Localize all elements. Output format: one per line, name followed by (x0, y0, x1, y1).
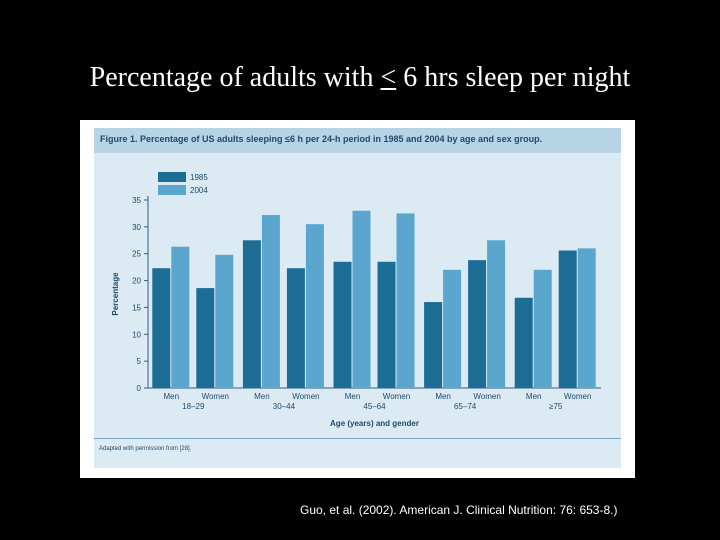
bar-1985-65–74-Women (468, 260, 487, 388)
y-tick-label: 35 (132, 196, 141, 205)
figure-panel: Figure 1. Percentage of US adults sleepi… (94, 128, 621, 468)
bar-2004-65–74-Women (487, 240, 506, 388)
x-axis-label: Age (years) and gender (330, 419, 419, 428)
bar-2004-30–44-Women (305, 224, 324, 388)
x-category-label: Women (202, 392, 229, 401)
bar-2004-45–64-Men (352, 210, 371, 388)
x-category-label: Women (564, 392, 591, 401)
x-category-label: Men (526, 392, 542, 401)
bar-2004-≥75-Men (533, 269, 552, 388)
figure-frame: Figure 1. Percentage of US adults sleepi… (80, 120, 635, 478)
footnote-divider (94, 438, 621, 439)
x-group-label: 65–74 (454, 402, 477, 411)
bar-1985-45–64-Men (333, 261, 352, 388)
x-category-label: Women (383, 392, 410, 401)
x-group-label: 18–29 (182, 402, 205, 411)
legend-swatch-1985 (158, 172, 186, 182)
bar-2004-18–29-Men (171, 246, 190, 388)
slide-title: Percentage of adults with < 6 hrs sleep … (0, 62, 720, 94)
y-tick-label: 30 (132, 223, 141, 232)
x-group-label: 45–64 (363, 402, 386, 411)
bar-2004-18–29-Women (215, 254, 234, 388)
citation: Guo, et al. (2002). American J. Clinical… (300, 503, 618, 517)
y-tick-label: 5 (137, 357, 142, 366)
title-suffix: 6 hrs sleep per night (403, 62, 631, 93)
legend-label-2004: 2004 (190, 186, 208, 195)
y-axis-label: Percentage (111, 272, 120, 316)
x-category-label: Women (292, 392, 319, 401)
bar-1985-30–44-Men (242, 240, 261, 388)
y-tick-label: 25 (132, 250, 141, 259)
bar-1985-18–29-Women (196, 288, 215, 388)
bar-1985-≥75-Women (558, 250, 577, 388)
bar-1985-≥75-Men (514, 297, 533, 388)
legend-label-1985: 1985 (190, 173, 208, 182)
figure-caption: Figure 1. Percentage of US adults sleepi… (100, 134, 543, 144)
y-tick-label: 20 (132, 277, 141, 286)
bar-1985-18–29-Men (152, 268, 171, 388)
bar-1985-45–64-Women (377, 261, 396, 388)
x-group-label: ≥75 (549, 402, 563, 411)
bar-2004-45–64-Women (396, 213, 415, 388)
x-group-label: 30–44 (273, 402, 296, 411)
figure-footnote: Adapted with permission from [28]. (99, 446, 192, 452)
title-prefix: Percentage of adults with (89, 62, 374, 93)
figure-caption-bar: Figure 1. Percentage of US adults sleepi… (94, 128, 621, 153)
bar-1985-30–44-Women (286, 268, 305, 388)
title-leq-symbol: < (380, 62, 397, 93)
x-category-label: Women (473, 392, 500, 401)
x-category-label: Men (345, 392, 361, 401)
bar-2004-65–74-Men (443, 269, 462, 388)
bar-1985-65–74-Men (424, 302, 443, 388)
y-tick-label: 15 (132, 303, 141, 312)
x-category-label: Men (254, 392, 270, 401)
x-category-label: Men (435, 392, 451, 401)
bar-2004-30–44-Men (261, 215, 280, 388)
legend-swatch-2004 (158, 185, 186, 195)
y-tick-label: 0 (137, 384, 142, 393)
x-category-label: Men (164, 392, 180, 401)
y-tick-label: 10 (132, 330, 141, 339)
bar-2004-≥75-Women (577, 248, 596, 388)
